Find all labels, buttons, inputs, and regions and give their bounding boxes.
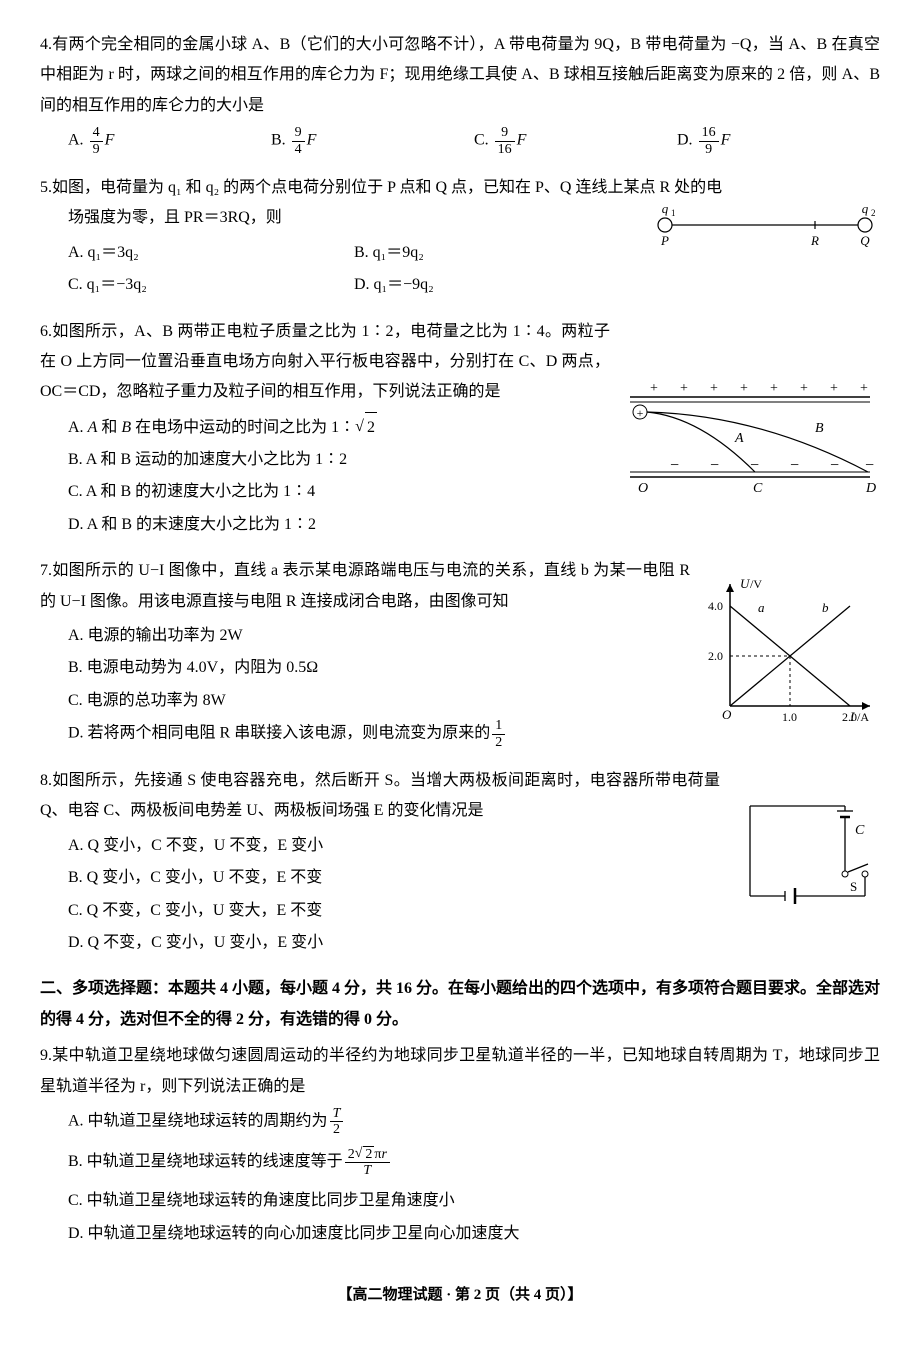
question-5: 5.如图，电荷量为 q₁ 和 q₂ 的两个点电荷分别位于 P 点和 Q 点，已知… bbox=[40, 173, 880, 303]
q6-opt-c: C. A 和 B 的初速度大小之比为 1∶4 bbox=[68, 477, 610, 507]
q6-opt-b: B. A 和 B 运动的加速度大小之比为 1∶2 bbox=[68, 445, 610, 475]
q5-options: A. q₁＝3q₂ B. q₁＝9q₂ C. q₁＝−3q₂ D. q₁＝−9q… bbox=[68, 238, 640, 303]
svg-text:+: + bbox=[680, 381, 688, 396]
question-9: 9.某中轨道卫星绕地球做匀速圆周运动的半径约为地球同步卫星轨道半径的一半，已知地… bbox=[40, 1041, 880, 1251]
svg-text:q: q bbox=[662, 203, 669, 216]
q9-text: 9.某中轨道卫星绕地球做匀速圆周运动的半径约为地球同步卫星轨道半径的一半，已知地… bbox=[40, 1041, 880, 1102]
svg-text:+: + bbox=[800, 381, 808, 396]
q7-opt-b: B. 电源电动势为 4.0V，内阻为 0.5Ω bbox=[68, 653, 690, 683]
svg-text:D: D bbox=[865, 481, 876, 496]
q7-options: A. 电源的输出功率为 2W B. 电源电动势为 4.0V，内阻为 0.5Ω C… bbox=[68, 621, 690, 752]
q5-text-l1: 5.如图，电荷量为 q₁ 和 q₂ 的两个点电荷分别位于 P 点和 Q 点，已知… bbox=[40, 173, 880, 203]
question-6: 6.如图所示，A、B 两带正电粒子质量之比为 1∶2，电荷量之比为 1∶4。两粒… bbox=[40, 317, 880, 543]
question-8: 8.如图所示，先接通 S 使电容器充电，然后断开 S。当增大两极板间距离时，电容… bbox=[40, 766, 880, 960]
svg-text:a: a bbox=[758, 600, 765, 615]
section-2-header: 二、多项选择题：本题共 4 小题，每小题 4 分，共 16 分。在每小题给出的四… bbox=[40, 974, 880, 1035]
q7-opt-a: A. 电源的输出功率为 2W bbox=[68, 621, 690, 651]
svg-text:/V: /V bbox=[750, 577, 762, 591]
svg-text:−: − bbox=[830, 457, 839, 474]
svg-text:B: B bbox=[815, 421, 824, 436]
svg-text:+: + bbox=[740, 381, 748, 396]
svg-text:q: q bbox=[862, 203, 869, 216]
q9-opt-d: D. 中轨道卫星绕地球运转的向心加速度比同步卫星向心加速度大 bbox=[68, 1219, 880, 1249]
svg-text:2.0: 2.0 bbox=[708, 649, 723, 663]
svg-text:1.0: 1.0 bbox=[782, 710, 797, 724]
svg-text:+: + bbox=[830, 381, 838, 396]
svg-text:+: + bbox=[637, 406, 644, 420]
svg-text:O: O bbox=[638, 481, 648, 496]
svg-text:S: S bbox=[850, 879, 857, 894]
svg-text:−: − bbox=[790, 457, 799, 474]
q6-text: 6.如图所示，A、B 两带正电粒子质量之比为 1∶2，电荷量之比为 1∶4。两粒… bbox=[40, 317, 610, 408]
svg-text:4.0: 4.0 bbox=[708, 599, 723, 613]
svg-text:C: C bbox=[855, 823, 865, 838]
q4-options: A. 49F B. 94F C. 916F D. 169F bbox=[68, 125, 880, 159]
question-4: 4.有两个完全相同的金属小球 A、B（它们的大小可忽略不计），A 带电荷量为 9… bbox=[40, 30, 880, 159]
svg-text:R: R bbox=[810, 233, 819, 248]
q8-opt-b: B. Q 变小，C 变小，U 不变，E 不变 bbox=[68, 863, 720, 893]
q9-options: A. 中轨道卫星绕地球运转的周期约为T2 B. 中轨道卫星绕地球运转的线速度等于… bbox=[68, 1106, 880, 1251]
svg-text:C: C bbox=[753, 481, 763, 496]
q4-opt-c: C. 916F bbox=[474, 125, 677, 157]
q9-opt-c: C. 中轨道卫星绕地球运转的角速度比同步卫星角速度小 bbox=[68, 1186, 880, 1216]
q6-figure: ++++++++ −−−−−− + A B O C D bbox=[620, 377, 880, 508]
svg-text:+: + bbox=[710, 381, 718, 396]
q4-opt-a: A. 49F bbox=[68, 125, 271, 157]
q4-opt-d: D. 169F bbox=[677, 125, 880, 157]
q4-text: 4.有两个完全相同的金属小球 A、B（它们的大小可忽略不计），A 带电荷量为 9… bbox=[40, 30, 880, 121]
q7-opt-c: C. 电源的总功率为 8W bbox=[68, 686, 690, 716]
svg-text:/A: /A bbox=[857, 710, 869, 724]
q5-opt-c: C. q₁＝−3q₂ bbox=[68, 270, 354, 300]
page-footer: 【高二物理试题 · 第 2 页（共 4 页）】 bbox=[40, 1281, 880, 1310]
q6-opt-a: A. A 和 B 在电场中运动的时间之比为 1∶√2 bbox=[68, 412, 610, 443]
q8-opt-a: A. Q 变小，C 不变，U 不变，E 变小 bbox=[68, 831, 720, 861]
q7-figure: U/V I/A 4.0 2.0 1.0 2.0 O a b bbox=[700, 576, 880, 737]
svg-text:b: b bbox=[822, 600, 829, 615]
q7-text: 7.如图所示的 U−I 图像中，直线 a 表示某电源路端电压与电流的关系，直线 … bbox=[40, 556, 690, 617]
question-7: 7.如图所示的 U−I 图像中，直线 a 表示某电源路端电压与电流的关系，直线 … bbox=[40, 556, 880, 752]
svg-text:O: O bbox=[722, 707, 732, 722]
svg-text:−: − bbox=[710, 457, 719, 474]
svg-text:A: A bbox=[734, 431, 744, 446]
svg-text:2.0: 2.0 bbox=[842, 710, 857, 724]
svg-text:+: + bbox=[650, 381, 658, 396]
q5-opt-b: B. q₁＝9q₂ bbox=[354, 238, 640, 268]
svg-text:P: P bbox=[660, 233, 669, 248]
q9-opt-a: A. 中轨道卫星绕地球运转的周期约为T2 bbox=[68, 1106, 880, 1138]
svg-text:2: 2 bbox=[871, 208, 876, 218]
q8-text: 8.如图所示，先接通 S 使电容器充电，然后断开 S。当增大两极板间距离时，电容… bbox=[40, 766, 720, 827]
svg-text:+: + bbox=[860, 381, 868, 396]
svg-text:−: − bbox=[670, 457, 679, 474]
q9-opt-b: B. 中轨道卫星绕地球运转的线速度等于2√2πrT bbox=[68, 1146, 880, 1179]
svg-text:1: 1 bbox=[671, 208, 676, 218]
q5-opt-a: A. q₁＝3q₂ bbox=[68, 238, 354, 268]
q5-opt-d: D. q₁＝−9q₂ bbox=[354, 270, 640, 300]
q8-figure: C S bbox=[730, 786, 880, 927]
q5-figure: q1 q2 P R Q bbox=[650, 203, 880, 269]
svg-text:+: + bbox=[770, 381, 778, 396]
q6-options: A. A 和 B 在电场中运动的时间之比为 1∶√2 B. A 和 B 运动的加… bbox=[68, 412, 610, 543]
q5-text-l2: 场强度为零，且 PR＝3RQ，则 bbox=[68, 203, 640, 233]
q8-opt-d: D. Q 不变，C 变小，U 变小，E 变小 bbox=[68, 928, 720, 958]
q8-options: A. Q 变小，C 不变，U 不变，E 变小 B. Q 变小，C 变小，U 不变… bbox=[68, 831, 720, 961]
q4-opt-b: B. 94F bbox=[271, 125, 474, 157]
q8-opt-c: C. Q 不变，C 变小，U 变大，E 不变 bbox=[68, 896, 720, 926]
svg-text:Q: Q bbox=[860, 233, 870, 248]
q6-opt-d: D. A 和 B 的末速度大小之比为 1∶2 bbox=[68, 510, 610, 540]
q7-opt-d: D. 若将两个相同电阻 R 串联接入该电源，则电流变为原来的12 bbox=[68, 718, 690, 750]
